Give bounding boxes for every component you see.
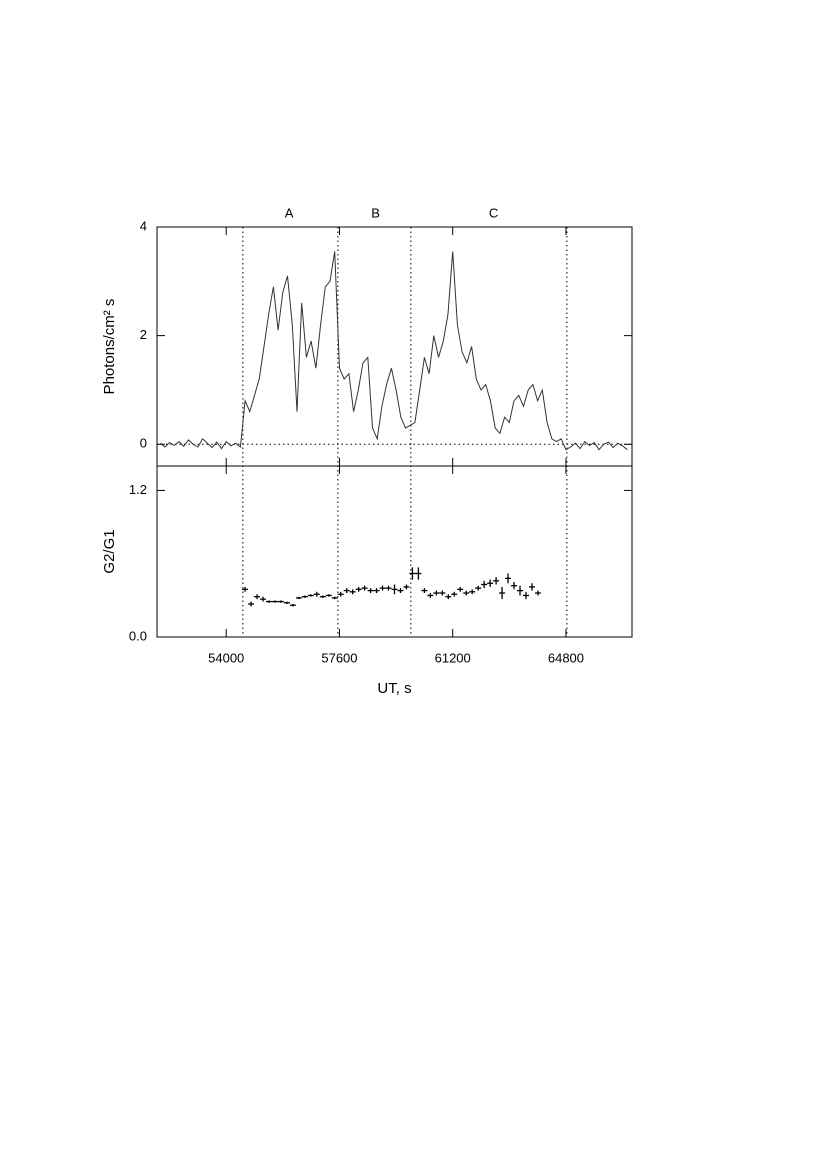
phase-label: A	[285, 205, 294, 220]
y-tick-label: 0	[140, 436, 147, 451]
y-tick-label: 2	[140, 327, 147, 342]
x-tick-label: 64800	[548, 650, 584, 665]
phase-label: C	[489, 205, 498, 220]
y-axis-label: Photons/cm² s	[101, 299, 118, 395]
plot-frame	[156, 465, 633, 638]
x-tick-label: 54000	[208, 650, 244, 665]
y-tick-label: 0.0	[129, 628, 147, 643]
y-tick-label: 4	[140, 218, 147, 233]
plot-frame	[156, 226, 633, 467]
x-tick-label: 57600	[321, 650, 357, 665]
y-axis-label: G2/G1	[101, 529, 118, 573]
x-tick-label: 61200	[435, 650, 471, 665]
x-axis-label: UT, s	[377, 680, 411, 697]
phase-label: B	[371, 205, 380, 220]
light-curve	[159, 251, 628, 451]
y-tick-label: 1.2	[129, 482, 147, 497]
